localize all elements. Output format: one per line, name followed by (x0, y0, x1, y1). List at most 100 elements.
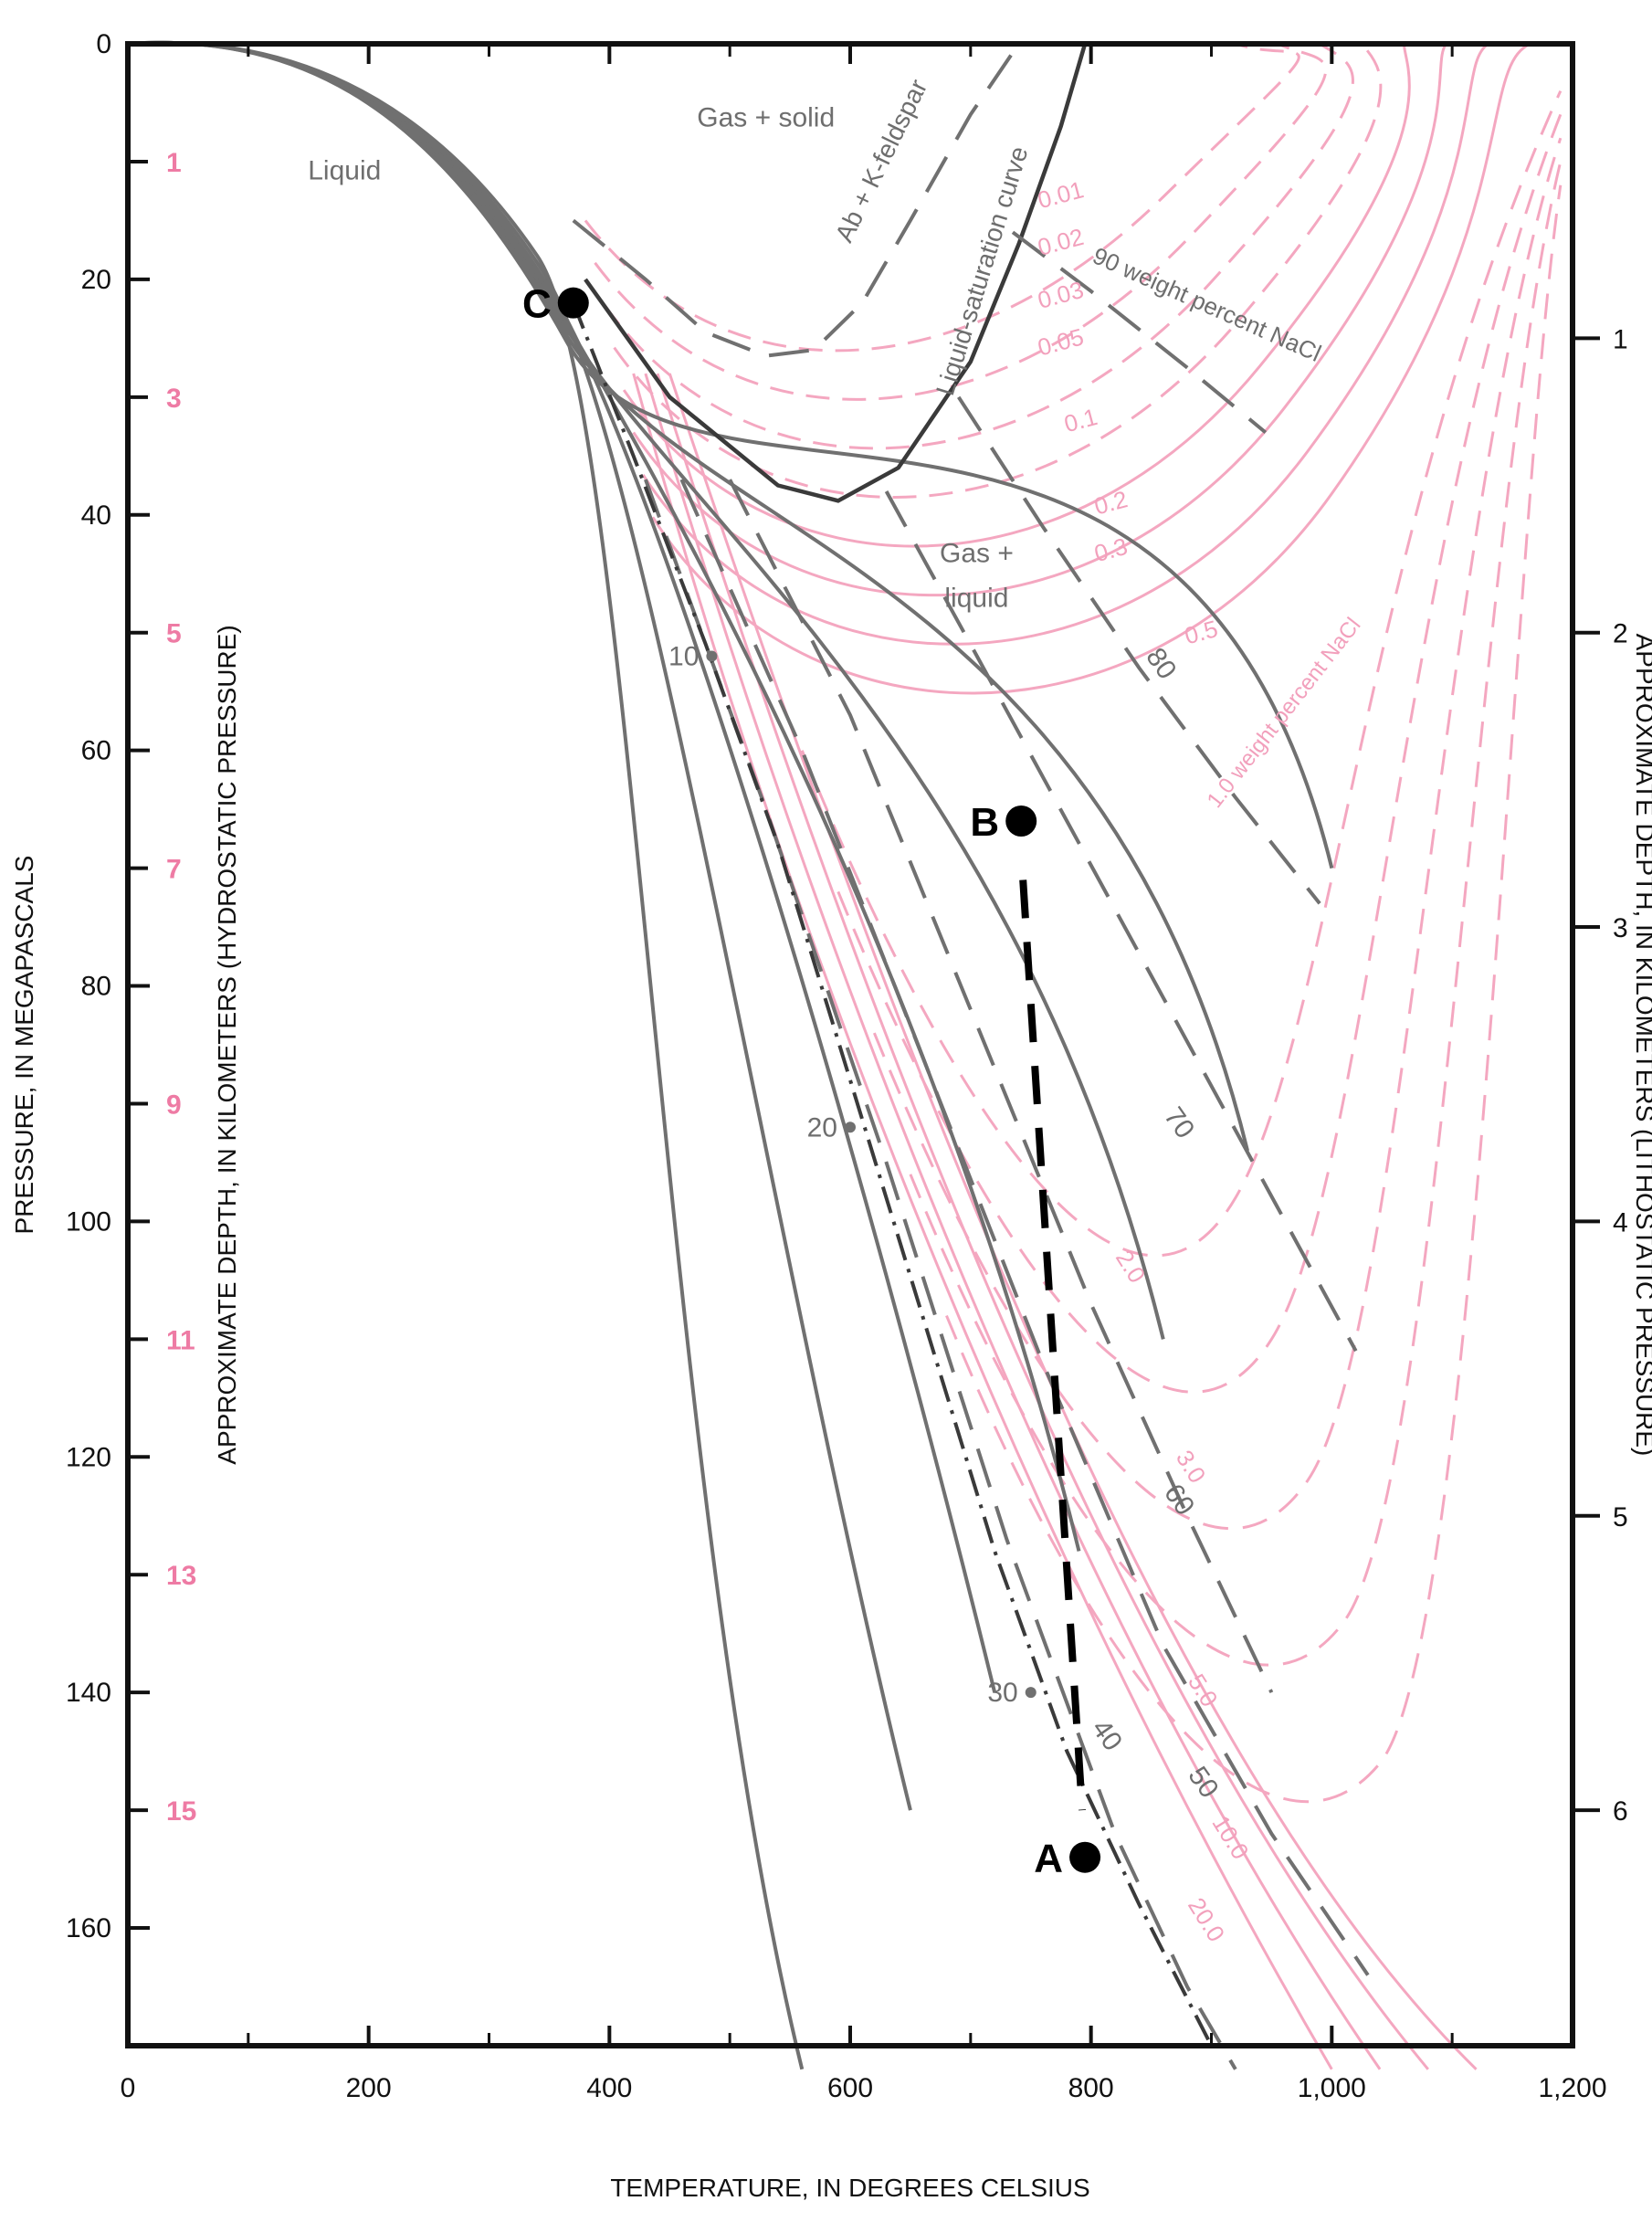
pink-isopleth-value: 0.5 (1182, 615, 1221, 649)
hydrostatic-depth-label: 9 (166, 1090, 182, 1120)
pink-isopleth-value: 0.03 (1035, 276, 1087, 314)
curve-80 (957, 395, 1321, 905)
y-tick-label: 120 (66, 1442, 111, 1472)
pink-isopleth-lower (800, 90, 1563, 1258)
hydrostatic-depth-label: 13 (166, 1561, 196, 1591)
boiling-curve (127, 40, 912, 1811)
path-b-to-a (1019, 879, 1087, 1811)
boiling-curve (127, 40, 1334, 869)
x-tick-label: 800 (1068, 2073, 1114, 2103)
hydrostatic-depth-label: 11 (166, 1325, 195, 1355)
grey-curve-value-label: 50 (1182, 1762, 1224, 1804)
curve-60 (728, 479, 1274, 1694)
annotation-layer: TEMPERATURE, IN DEGREES CELSIUS PRESSURE,… (10, 75, 1652, 2202)
point-b-label: B (970, 800, 999, 845)
pink-isopleth-value: 20.0 (1183, 1893, 1230, 1947)
hydrostatic-depth-label: 1 (166, 148, 182, 178)
curve-40 (644, 479, 1237, 2070)
lithostatic-depth-label: 2 (1613, 619, 1628, 649)
x-tick-label: 0 (121, 2073, 136, 2103)
grey-curve-value-label: 40 (1086, 1714, 1128, 1756)
hydrostatic-depth-label: 3 (166, 384, 182, 414)
plot-frame: 0 200 400 600 800 1,000 1,20002040608010012014… (66, 29, 1628, 2103)
pink-isopleth-layer (584, 42, 1563, 2070)
pink-isopleth-upper (584, 42, 1300, 353)
pink-isopleth-lower (909, 161, 1563, 1667)
grey-curve-layer (127, 40, 1370, 2070)
curve-70 (884, 490, 1358, 1353)
pink-isopleth-upper (622, 43, 1411, 548)
grey-curve-value-label: 60 (1158, 1479, 1200, 1521)
y-axis-title-lithostatic: APPROXIMATE DEPTH, IN KILOMETERS (LITHOS… (1631, 634, 1652, 1457)
y-tick-label: 0 (96, 29, 111, 59)
region-label-gas-liquid-2: liquid (944, 583, 1008, 613)
lithostatic-depth-label: 3 (1613, 913, 1628, 943)
depth-marker-dot (1025, 1687, 1036, 1699)
pink-isopleth-long (632, 373, 1333, 2070)
hydrostatic-depth-label: 7 (166, 855, 182, 885)
region-label-gas-solid: Gas + solid (697, 102, 835, 132)
boiling-curve (127, 40, 1081, 1552)
depth-marker-label: 10 (668, 641, 699, 671)
pink-isopleth-upper (632, 43, 1447, 597)
pink-isopleth-value: 0.2 (1091, 485, 1131, 520)
pink-isopleth-long (656, 373, 1429, 2070)
pink-isopleth-lower (945, 184, 1563, 1804)
pink-isopleth-value: 0.02 (1035, 223, 1087, 261)
curve-depth-10-20-30 (571, 301, 1214, 2047)
x-tick-label: 1,000 (1298, 2073, 1366, 2103)
lithostatic-depth-label: 6 (1613, 1796, 1628, 1827)
pink-isopleth-upper (594, 42, 1328, 401)
x-tick-label: 200 (346, 2073, 392, 2103)
y-axis-title-hydrostatic: APPROXIMATE DEPTH, IN KILOMETERS (HYDROS… (213, 625, 241, 1464)
pink-isopleth-value: 0.1 (1061, 403, 1100, 437)
y-tick-label: 140 (66, 1678, 111, 1708)
y-tick-label: 100 (66, 1206, 111, 1237)
pink-isopleth-value: 0.3 (1091, 532, 1131, 567)
lithostatic-depth-label: 5 (1613, 1502, 1628, 1532)
boiling-curve (127, 40, 997, 1693)
point-c-label: C (522, 282, 552, 327)
point-layer: A B C (522, 282, 1101, 1881)
depth-marker-dot (706, 650, 718, 662)
curve-50 (679, 479, 1370, 1976)
y-tick-label: 20 (81, 265, 111, 295)
curve-90-weight-percent-nacl (1011, 230, 1268, 435)
x-tick-label: 600 (827, 2073, 873, 2103)
x-tick-label: 1,200 (1538, 2073, 1606, 2103)
curve-liquid-saturation-curve (584, 43, 1088, 503)
label-ab-k-feldspar: Ab + K-feldspar (830, 75, 933, 247)
pink-isopleth-value: 2.0 (1110, 1245, 1152, 1288)
region-label-gas-liquid-1: Gas + (940, 538, 1014, 568)
point-c (557, 287, 589, 319)
label-liquid-saturation-curve: Liquid-saturation curve (931, 143, 1033, 399)
point-b (1005, 806, 1037, 837)
depth-marker-label: 20 (807, 1112, 837, 1143)
y-tick-label: 40 (81, 500, 111, 531)
y-tick-label: 160 (66, 1913, 111, 1943)
curve-ab-k-feldspar (572, 42, 1021, 358)
region-label-liquid: Liquid (308, 155, 381, 185)
label-90-weight-percent-nacl: 90 weight percent NaCl (1089, 242, 1325, 367)
hydrostatic-depth-label: 5 (166, 619, 182, 649)
lithostatic-depth-label: 4 (1613, 1207, 1628, 1237)
depth-marker-dot (845, 1122, 856, 1133)
pink-isopleth-lower (837, 113, 1563, 1394)
y-tick-label: 60 (81, 736, 111, 766)
depth-marker-label: 30 (987, 1678, 1017, 1708)
y-tick-label: 80 (81, 972, 111, 1002)
hydrostatic-depth-label: 15 (166, 1796, 196, 1827)
pink-isopleth-value: 3.0 (1171, 1446, 1212, 1489)
lithostatic-depth-label: 1 (1613, 324, 1628, 354)
pink-isopleth-upper (641, 42, 1489, 646)
point-a-label: A (1034, 1837, 1063, 1881)
x-tick-label: 400 (586, 2073, 632, 2103)
label-pink-weight-percent-nacl: 1.0 weight percent NaCl (1203, 613, 1366, 812)
point-a (1069, 1841, 1101, 1873)
grey-curve-value-label: 70 (1158, 1101, 1200, 1143)
pink-isopleth-upper (651, 42, 1531, 695)
pink-isopleth-long (644, 373, 1382, 2070)
pink-isopleth-value: 0.05 (1035, 322, 1087, 361)
pink-isopleth-long (668, 373, 1478, 2070)
